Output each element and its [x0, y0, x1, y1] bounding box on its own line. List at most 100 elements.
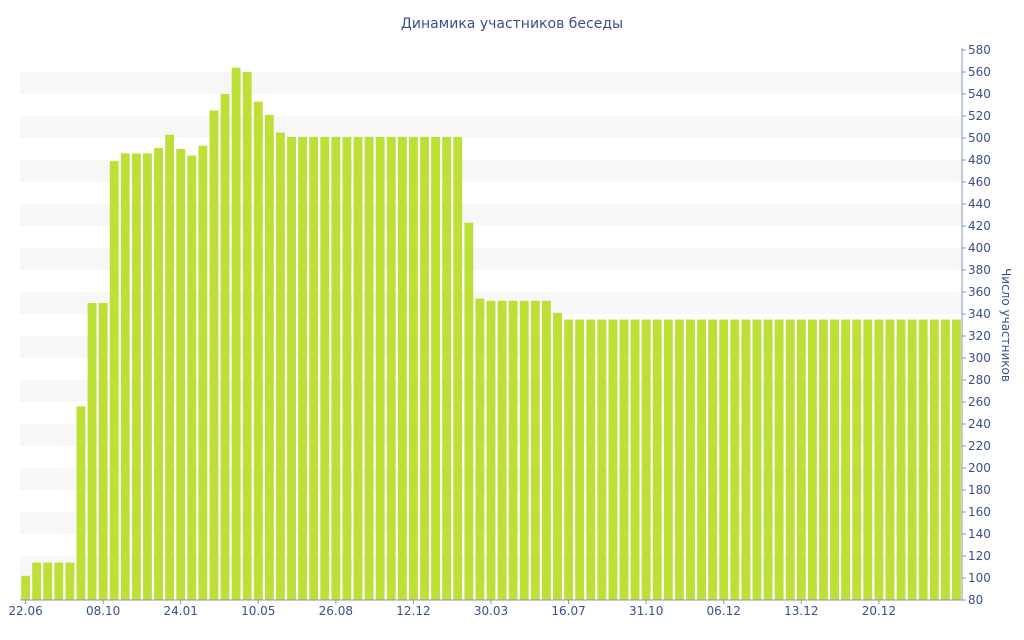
y-tick-label: 540 — [968, 87, 991, 101]
bar — [519, 300, 529, 600]
bar — [885, 319, 895, 600]
bar — [752, 319, 762, 600]
x-tick-label: 12.12 — [396, 604, 430, 618]
bar — [619, 319, 629, 600]
y-tick-label: 340 — [968, 307, 991, 321]
chart-title: Динамика участников беседы — [401, 16, 623, 32]
grid-band — [20, 116, 962, 138]
bar — [597, 319, 607, 600]
bar — [796, 319, 806, 600]
x-tick-label: 31.10 — [629, 604, 663, 618]
x-tick-label: 22.06 — [8, 604, 42, 618]
y-tick-label: 280 — [968, 373, 991, 387]
bar — [918, 319, 928, 600]
bar — [807, 319, 817, 600]
y-tick-label: 120 — [968, 549, 991, 563]
y-tick-label: 420 — [968, 219, 991, 233]
bar — [21, 575, 30, 600]
y-tick-label: 100 — [968, 571, 991, 585]
grid-band — [20, 72, 962, 94]
bar — [830, 319, 839, 600]
bar — [320, 136, 330, 600]
bar — [264, 114, 274, 601]
bar — [420, 136, 429, 600]
x-tick-label: 24.01 — [164, 604, 198, 618]
bar — [408, 136, 418, 600]
bar — [929, 319, 939, 600]
bar — [276, 132, 285, 600]
bar — [863, 319, 873, 600]
bar — [386, 136, 396, 600]
bar — [442, 136, 452, 600]
bar — [874, 319, 884, 600]
bar — [176, 149, 186, 600]
x-tick-label: 10.05 — [241, 604, 275, 618]
bar — [154, 147, 163, 600]
bar — [131, 153, 141, 600]
y-tick-label: 500 — [968, 131, 991, 145]
bar — [165, 134, 175, 600]
bar — [708, 319, 718, 600]
y-tick-label: 480 — [968, 153, 991, 167]
bar — [375, 136, 385, 600]
bar — [553, 312, 562, 600]
y-tick-label: 180 — [968, 483, 991, 497]
bar — [530, 300, 540, 600]
bar — [940, 319, 950, 600]
bar — [309, 136, 319, 600]
bar — [719, 319, 729, 600]
x-tick-label: 26.08 — [319, 604, 353, 618]
bar — [464, 222, 474, 600]
bar — [785, 319, 795, 600]
bar — [952, 319, 961, 600]
y-tick-label: 160 — [968, 505, 991, 519]
bar — [76, 406, 86, 600]
bar — [220, 94, 230, 600]
y-tick-label: 560 — [968, 65, 991, 79]
bar-series — [21, 67, 961, 601]
bar — [253, 101, 263, 600]
bar — [497, 300, 507, 600]
y-tick-label: 300 — [968, 351, 991, 365]
y-tick-label: 80 — [968, 593, 983, 607]
bar — [143, 153, 152, 600]
y-tick-label: 240 — [968, 417, 991, 431]
bar — [364, 136, 374, 600]
bar — [475, 298, 485, 600]
bar — [231, 67, 241, 601]
bar — [730, 319, 740, 600]
x-tick-label: 06.12 — [707, 604, 741, 618]
bar — [697, 319, 706, 600]
y-tick-label: 320 — [968, 329, 991, 343]
y-axis-title: Число участников — [999, 268, 1013, 382]
bar — [508, 300, 518, 600]
bar — [298, 136, 308, 600]
bar — [65, 562, 75, 600]
bar — [763, 319, 773, 600]
y-tick-label: 140 — [968, 527, 991, 541]
bar — [287, 136, 296, 600]
bar — [109, 161, 119, 600]
bar — [774, 319, 784, 600]
y-tick-label: 380 — [968, 263, 991, 277]
bar — [331, 136, 341, 600]
bar — [32, 562, 42, 600]
y-tick-label: 200 — [968, 461, 991, 475]
bar — [575, 319, 585, 600]
y-tick-label: 460 — [968, 175, 991, 189]
bar — [98, 303, 108, 600]
bar — [652, 319, 662, 600]
x-axis: 22.06 08.10 24.01 10.05 26.08 12.12 30.03 16.07… — [8, 599, 962, 618]
y-tick-label: 220 — [968, 439, 991, 453]
bar — [120, 153, 130, 600]
bar — [896, 319, 906, 600]
bar — [397, 136, 407, 600]
x-tick-label: 08.10 — [86, 604, 120, 618]
bar — [741, 319, 751, 600]
y-tick-label: 360 — [968, 285, 991, 299]
bar — [43, 562, 53, 600]
bar — [686, 319, 695, 600]
bar — [431, 136, 441, 600]
bar — [453, 136, 463, 600]
